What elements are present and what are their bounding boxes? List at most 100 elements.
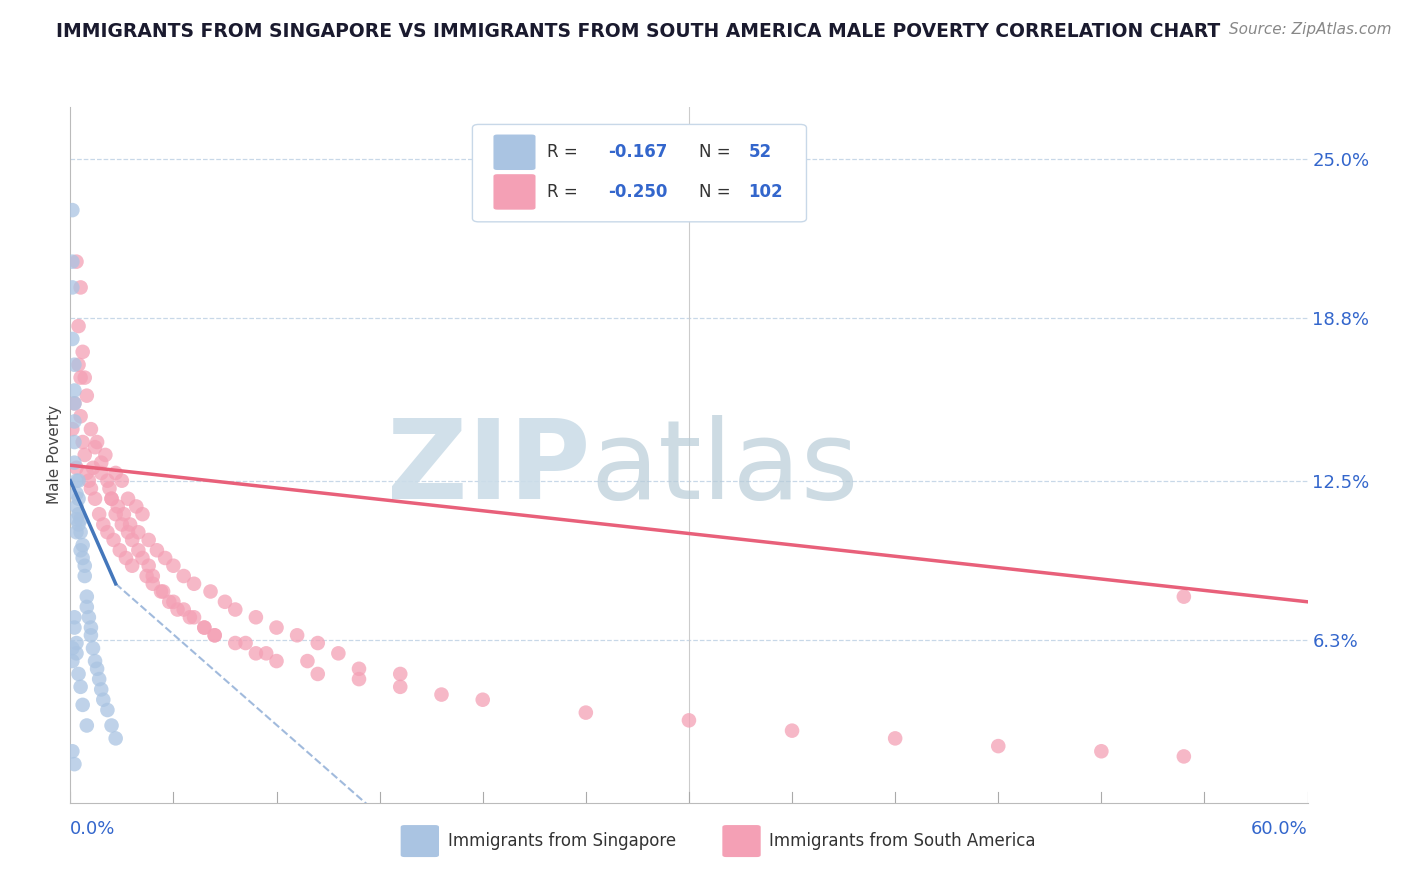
Point	[285, 628, 308, 642]
Point	[60, 744, 83, 758]
Point	[65, 254, 87, 268]
Text: 0.0%: 0.0%	[70, 821, 115, 838]
Point	[76, 590, 98, 604]
Point	[91, 517, 114, 532]
Point	[173, 602, 195, 616]
Point	[152, 584, 174, 599]
Text: N =: N =	[699, 183, 735, 201]
Point	[72, 435, 94, 450]
Point	[111, 517, 134, 532]
Point	[91, 692, 114, 706]
Point	[193, 621, 215, 635]
Point	[150, 584, 173, 599]
Point	[104, 731, 127, 746]
Text: -0.250: -0.250	[609, 183, 668, 201]
Point	[117, 491, 139, 506]
Point	[67, 474, 90, 488]
Point	[107, 500, 129, 514]
Point	[678, 714, 700, 728]
Point	[1090, 744, 1112, 758]
Point	[82, 641, 104, 656]
Point	[65, 636, 87, 650]
Text: -0.167: -0.167	[609, 144, 668, 161]
Point	[69, 409, 91, 424]
Point	[69, 525, 91, 540]
Point	[60, 280, 83, 294]
Text: Source: ZipAtlas.com: Source: ZipAtlas.com	[1229, 22, 1392, 37]
Point	[67, 507, 90, 521]
Point	[69, 512, 91, 526]
Text: atlas: atlas	[591, 416, 859, 523]
Point	[89, 672, 111, 686]
Point	[183, 610, 205, 624]
Point	[115, 551, 138, 566]
Point	[80, 422, 103, 436]
Point	[63, 610, 86, 624]
Point	[104, 507, 127, 521]
Point	[173, 569, 195, 583]
Text: N =: N =	[699, 144, 735, 161]
Point	[307, 667, 329, 681]
Text: 102: 102	[748, 183, 783, 201]
Point	[73, 448, 96, 462]
Point	[72, 698, 94, 712]
Point	[193, 621, 215, 635]
Point	[1173, 749, 1195, 764]
Point	[146, 543, 169, 558]
Point	[73, 370, 96, 384]
Point	[60, 203, 83, 218]
Point	[63, 358, 86, 372]
Point	[245, 610, 267, 624]
Point	[69, 280, 91, 294]
Point	[179, 610, 201, 624]
Point	[162, 558, 184, 573]
Point	[111, 474, 134, 488]
Point	[65, 474, 87, 488]
Point	[96, 474, 118, 488]
Point	[82, 460, 104, 475]
Point	[131, 551, 153, 566]
Point	[60, 422, 83, 436]
Point	[204, 628, 226, 642]
Point	[80, 482, 103, 496]
Text: 52: 52	[748, 144, 772, 161]
Point	[780, 723, 803, 738]
Point	[65, 525, 87, 540]
Point	[73, 569, 96, 583]
FancyBboxPatch shape	[401, 825, 439, 857]
Point	[80, 628, 103, 642]
Point	[884, 731, 907, 746]
Point	[224, 602, 246, 616]
Point	[162, 595, 184, 609]
Point	[135, 569, 157, 583]
Point	[76, 599, 98, 614]
Point	[235, 636, 257, 650]
FancyBboxPatch shape	[472, 124, 807, 222]
Point	[112, 507, 135, 521]
Point	[80, 621, 103, 635]
FancyBboxPatch shape	[494, 174, 536, 210]
Point	[127, 543, 149, 558]
Point	[76, 718, 98, 732]
Point	[98, 482, 121, 496]
Point	[67, 319, 90, 334]
Point	[72, 538, 94, 552]
Point	[63, 621, 86, 635]
Text: Immigrants from South America: Immigrants from South America	[769, 832, 1036, 850]
Point	[254, 646, 277, 660]
Point	[138, 533, 160, 547]
Point	[121, 558, 143, 573]
Point	[65, 500, 87, 514]
Point	[127, 525, 149, 540]
Point	[84, 491, 107, 506]
Point	[224, 636, 246, 650]
FancyBboxPatch shape	[723, 825, 761, 857]
Point	[63, 384, 86, 398]
Point	[575, 706, 598, 720]
Point	[86, 662, 108, 676]
Point	[67, 667, 90, 681]
Point	[94, 448, 117, 462]
Point	[214, 595, 236, 609]
Point	[63, 396, 86, 410]
Point	[72, 551, 94, 566]
